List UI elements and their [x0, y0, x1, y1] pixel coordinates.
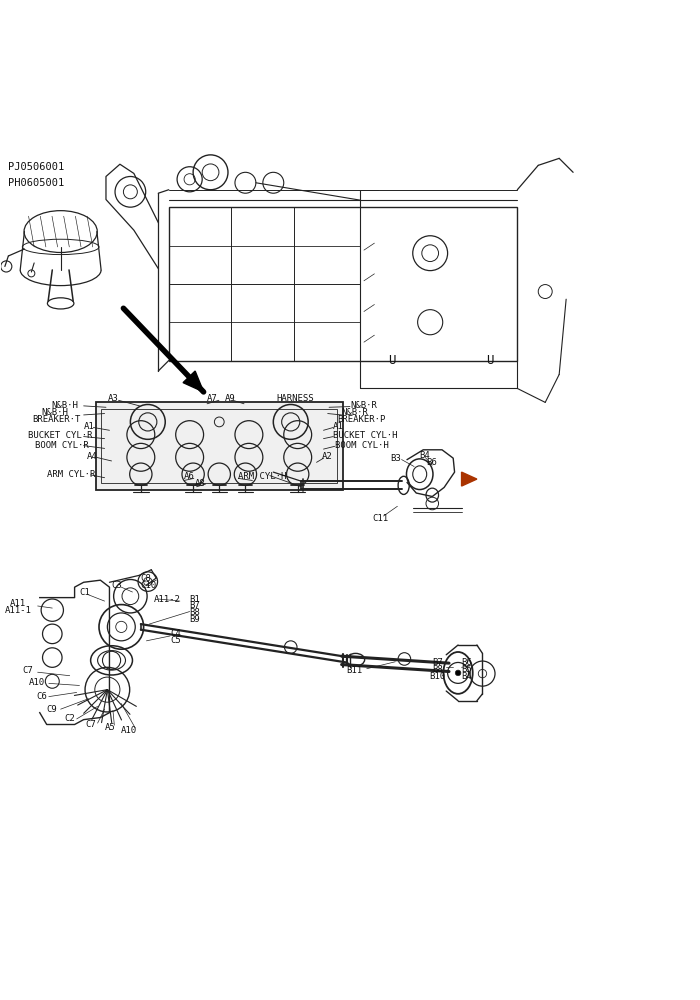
- Text: C2: C2: [64, 714, 75, 723]
- Text: BOOM CYL·H: BOOM CYL·H: [335, 441, 388, 450]
- Text: A8: A8: [195, 479, 206, 488]
- Text: U: U: [486, 354, 493, 367]
- Text: BREAKER·T: BREAKER·T: [32, 415, 80, 424]
- Text: C10: C10: [141, 581, 157, 590]
- Text: A10: A10: [29, 678, 46, 687]
- Text: HARNESS: HARNESS: [276, 394, 314, 403]
- Text: A5: A5: [104, 723, 116, 732]
- Text: BUCKET CYL·H: BUCKET CYL·H: [333, 431, 398, 440]
- Text: A1: A1: [333, 422, 344, 431]
- Text: B7: B7: [433, 658, 443, 667]
- Text: ARM CYL·H: ARM CYL·H: [239, 472, 287, 481]
- Text: B9: B9: [190, 615, 200, 624]
- Text: B8: B8: [433, 665, 443, 674]
- Text: C6: C6: [36, 692, 47, 701]
- Text: N&B·R: N&B·R: [342, 408, 368, 417]
- Text: A9: A9: [225, 394, 235, 403]
- Text: N&B·H: N&B·H: [52, 401, 78, 410]
- Text: C7: C7: [22, 666, 33, 675]
- Text: A6: A6: [184, 472, 195, 481]
- Text: A10: A10: [121, 726, 137, 735]
- Bar: [169, 207, 517, 361]
- Text: B4: B4: [420, 451, 430, 460]
- Text: C11: C11: [372, 514, 389, 523]
- Text: A1: A1: [84, 422, 95, 431]
- Text: C7: C7: [85, 720, 96, 729]
- Text: N&B·R: N&B·R: [350, 401, 377, 410]
- Text: BREAKER·P: BREAKER·P: [337, 415, 386, 424]
- Text: B6: B6: [461, 658, 472, 667]
- Text: PH0605001: PH0605001: [8, 178, 64, 188]
- Text: C3: C3: [111, 581, 122, 590]
- Text: A7: A7: [207, 394, 218, 403]
- Text: B10: B10: [430, 672, 446, 681]
- FancyBboxPatch shape: [95, 402, 343, 490]
- Text: BOOM CYL·R: BOOM CYL·R: [35, 441, 89, 450]
- Text: B6: B6: [427, 458, 438, 467]
- Text: A2: A2: [322, 452, 333, 461]
- Text: ARM CYL·R: ARM CYL·R: [47, 470, 95, 479]
- Text: C1: C1: [80, 588, 90, 597]
- Text: B8: B8: [190, 608, 200, 617]
- Text: A11-1: A11-1: [5, 606, 32, 615]
- Text: A3: A3: [107, 394, 118, 403]
- Text: B3: B3: [391, 454, 401, 463]
- Text: U: U: [389, 354, 396, 367]
- Text: BUCKET CYL·R: BUCKET CYL·R: [28, 431, 92, 440]
- Text: PJ0506001: PJ0506001: [8, 162, 64, 172]
- Text: C4: C4: [170, 629, 181, 638]
- Text: A11-2: A11-2: [153, 595, 181, 604]
- Text: B5: B5: [461, 665, 472, 674]
- Text: B4: B4: [461, 672, 472, 681]
- Text: C8: C8: [141, 574, 152, 583]
- Text: B7: B7: [190, 601, 200, 610]
- Text: C5: C5: [170, 636, 181, 645]
- Text: N&B·H: N&B·H: [42, 408, 69, 417]
- Text: C9: C9: [47, 705, 57, 714]
- Polygon shape: [183, 371, 204, 392]
- Text: A4: A4: [86, 452, 97, 461]
- Bar: [101, 409, 337, 483]
- Text: B11: B11: [346, 666, 363, 675]
- Text: A11: A11: [10, 599, 26, 608]
- Polygon shape: [461, 472, 477, 486]
- Circle shape: [455, 670, 461, 676]
- Text: B1: B1: [190, 595, 200, 604]
